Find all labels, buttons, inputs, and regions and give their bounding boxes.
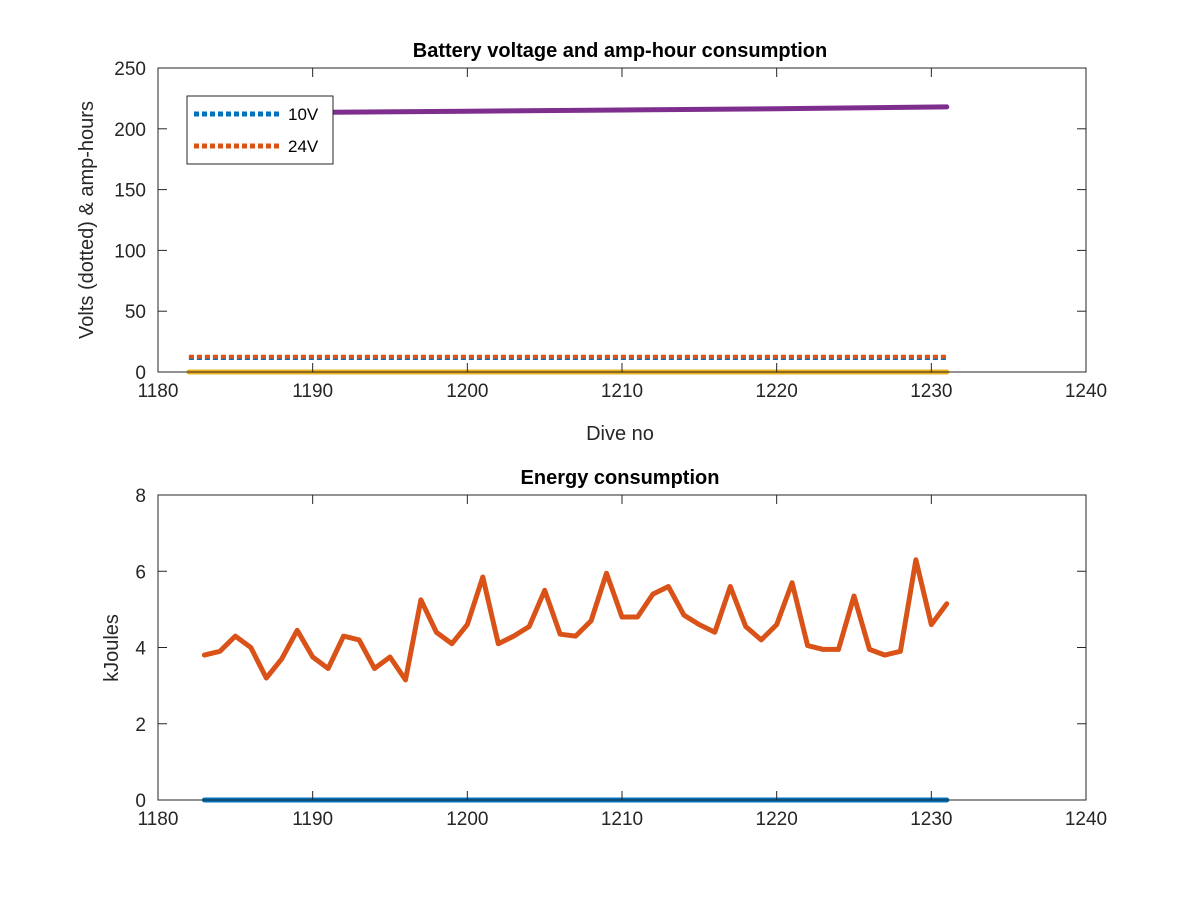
tick-marks: 1180 1190 1200 1210 1220 1230 1240 0 2 4 6 8 [135,486,1107,830]
y-tick-label: 8 [135,486,146,507]
x-tick-label: 1240 [1065,809,1107,830]
x-tick-label: 1230 [910,381,952,402]
y-axis-label: Volts (dotted) & amp-hours [76,101,98,339]
y-tick-label: 200 [114,120,146,141]
y-tick-label: 0 [135,363,146,384]
legend-label-24v: 24V [288,137,319,156]
x-tick-label: 1200 [446,381,488,402]
legend-label-10v: 10V [288,105,319,124]
x-tick-label: 1210 [601,381,643,402]
y-axis-label: kJoules [101,614,123,682]
plot-title: Battery voltage and amp-hour consumption [413,40,827,62]
series-line-1 [201,557,950,683]
x-tick-label: 1220 [756,381,798,402]
y-tick-label: 6 [135,562,146,583]
battery-voltage-plot: Battery voltage and amp-hour consumption… [76,40,1107,445]
x-tick-label: 1200 [446,809,488,830]
x-tick-label: 1190 [292,809,333,830]
x-tick-label: 1190 [292,381,333,402]
legend: 10V 24V [186,95,334,165]
x-axis-label: Dive no [586,423,654,445]
x-tick-label: 1220 [756,809,798,830]
y-tick-label: 2 [135,715,146,736]
energy-consumption-plot: Energy consumption 1180 1190 1200 1210 1220 1… [101,467,1107,830]
y-tick-label: 150 [114,181,146,202]
x-tick-label: 1230 [910,809,952,830]
y-tick-label: 250 [114,59,146,80]
y-tick-label: 0 [135,791,146,812]
legend-box [186,95,334,165]
tick-marks: 1180 1190 1200 1210 1220 1230 1240 0 50 100 150 200… [114,59,1107,402]
x-tick-label: 1180 [138,381,179,402]
y-tick-label: 50 [125,302,146,323]
plot-title: Energy consumption [521,467,720,489]
x-tick-label: 1180 [138,809,179,830]
x-tick-label: 1240 [1065,381,1107,402]
y-tick-label: 100 [114,241,146,262]
x-tick-label: 1210 [601,809,643,830]
y-tick-label: 4 [135,639,146,660]
